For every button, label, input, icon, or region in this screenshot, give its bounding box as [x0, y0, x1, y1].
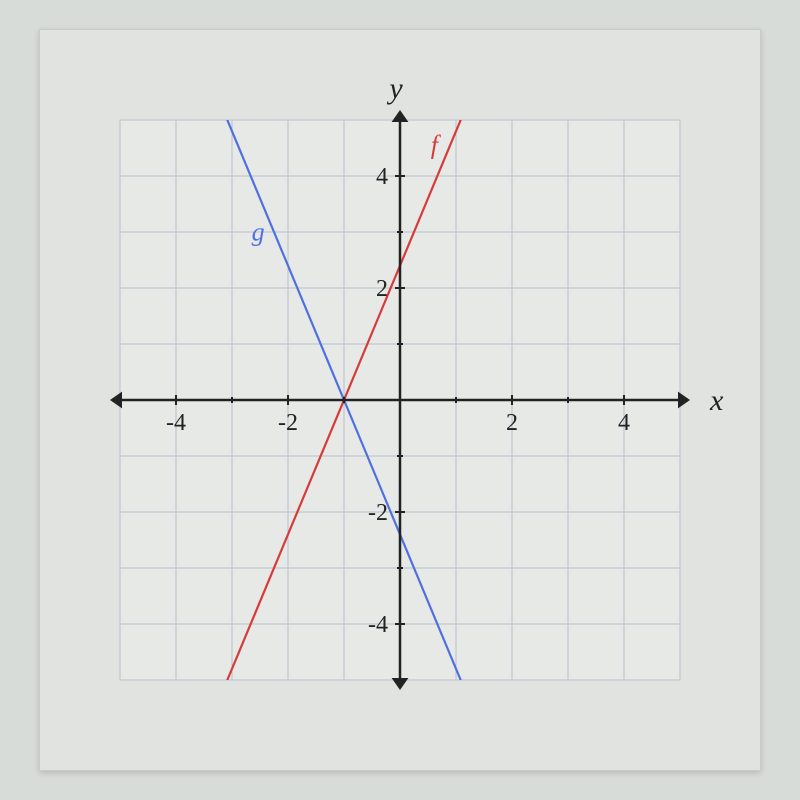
- x-tick-label: 4: [618, 410, 630, 436]
- x-tick-label: -2: [278, 410, 298, 436]
- axis-arrow: [392, 678, 409, 690]
- x-tick-label: 2: [506, 410, 518, 436]
- x-axis-label: x: [709, 384, 724, 417]
- y-tick-label: -2: [368, 500, 388, 526]
- graph-photo: -4-224-4-224xyfg: [39, 29, 761, 771]
- y-axis-label: y: [386, 72, 403, 105]
- y-tick-label: -4: [368, 612, 388, 638]
- x-tick-label: -4: [166, 410, 186, 436]
- axis-arrow: [678, 392, 690, 409]
- line-label-g: g: [252, 217, 265, 246]
- y-tick-label: 4: [376, 164, 388, 190]
- axis-arrow: [392, 110, 409, 122]
- axis-arrow: [110, 392, 122, 409]
- y-tick-label: 2: [376, 276, 388, 302]
- coordinate-graph: -4-224-4-224xyfg: [60, 50, 740, 750]
